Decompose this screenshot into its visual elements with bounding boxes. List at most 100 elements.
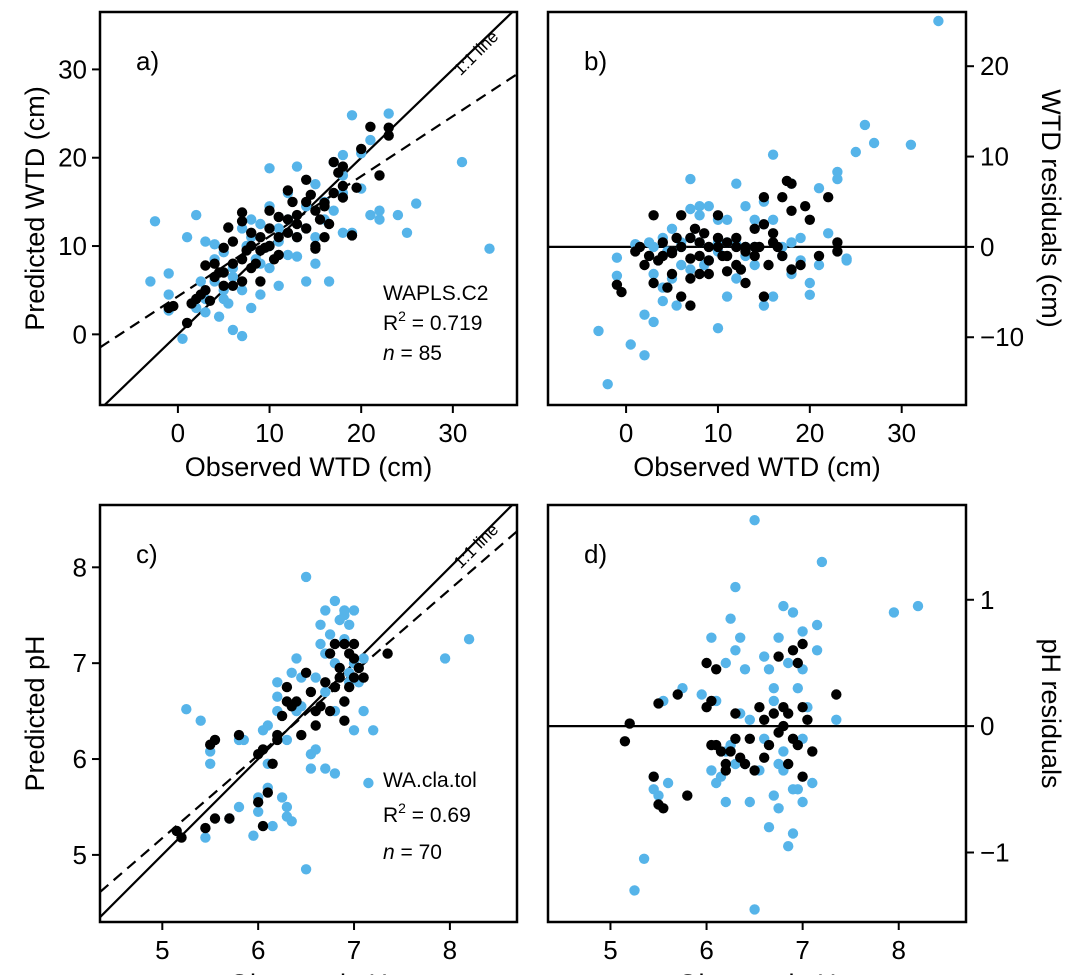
data-point — [246, 214, 257, 225]
data-point — [250, 258, 261, 269]
data-point — [676, 241, 687, 253]
data-point — [301, 174, 312, 185]
data-point — [676, 259, 687, 271]
data-point — [374, 205, 385, 216]
data-point — [797, 638, 808, 650]
data-point — [337, 149, 349, 161]
data-point — [273, 223, 284, 234]
data-point — [195, 715, 206, 726]
data-point — [205, 758, 216, 769]
data-point — [658, 803, 669, 814]
data-point — [365, 134, 376, 146]
y-tick-label: 5 — [73, 840, 87, 870]
data-point — [213, 311, 225, 322]
data-point — [787, 645, 799, 656]
data-point — [334, 662, 345, 674]
data-point — [759, 752, 770, 763]
data-point — [749, 241, 760, 253]
data-point — [778, 720, 789, 732]
data-point — [236, 207, 248, 218]
data-point — [286, 667, 297, 678]
y-tick-label: 1 — [980, 585, 994, 615]
data-point — [149, 216, 161, 227]
data-point — [273, 280, 284, 291]
data-point — [236, 285, 248, 296]
data-point — [777, 192, 788, 203]
data-point — [204, 295, 216, 306]
data-point — [643, 250, 655, 262]
data-point — [731, 241, 742, 253]
data-point — [804, 214, 815, 225]
data-point — [344, 681, 355, 693]
data-point — [749, 904, 760, 915]
data-point — [200, 236, 211, 247]
one-to-one-label: 1:1 line — [450, 27, 502, 79]
data-point — [236, 216, 248, 227]
data-point — [639, 309, 650, 320]
data-point — [323, 276, 335, 287]
data-point — [310, 240, 321, 252]
data-point — [706, 632, 717, 643]
data-point — [282, 214, 294, 225]
data-point — [358, 672, 369, 683]
data-point — [816, 556, 828, 568]
data-point — [246, 240, 257, 252]
data-point — [276, 710, 288, 722]
data-point — [305, 763, 317, 774]
r-squared: R2 = 0.719 — [383, 308, 482, 335]
data-point — [310, 744, 321, 755]
data-point — [767, 149, 779, 160]
data-point — [666, 248, 678, 259]
one-to-one-label: 1:1 line — [450, 520, 502, 572]
data-point — [648, 268, 659, 280]
data-point — [358, 653, 369, 664]
data-point — [758, 192, 770, 203]
x-axis-title: Observed WTD (cm) — [633, 452, 881, 482]
data-point — [797, 771, 808, 782]
data-point — [758, 291, 770, 302]
data-point — [368, 725, 379, 736]
data-point — [411, 198, 422, 209]
data-point — [291, 218, 303, 230]
data-point — [356, 143, 367, 155]
data-point — [725, 746, 736, 757]
data-point — [804, 277, 815, 289]
data-point — [273, 232, 284, 243]
data-point — [783, 657, 794, 669]
data-point — [281, 734, 293, 746]
data-point — [337, 180, 349, 192]
data-point — [310, 258, 321, 269]
r2-value: = 0.69 — [406, 804, 471, 827]
data-point — [800, 201, 811, 212]
data-point — [320, 763, 331, 774]
data-point — [346, 230, 358, 241]
data-point — [783, 708, 794, 719]
data-point — [163, 268, 174, 279]
data-point — [339, 696, 350, 707]
data-point — [703, 241, 714, 253]
data-point — [749, 214, 760, 225]
data-point — [264, 205, 275, 216]
data-point — [773, 803, 784, 814]
x-tick-label: 10 — [255, 418, 284, 448]
data-point — [712, 323, 724, 334]
data-point — [200, 307, 211, 318]
panel-label: b) — [584, 46, 607, 76]
x-tick-label: 8 — [443, 935, 457, 965]
plot-frame — [546, 10, 968, 407]
data-point — [813, 259, 825, 271]
data-point — [685, 203, 696, 215]
data-point — [767, 214, 779, 225]
x-tick-label: 8 — [892, 935, 906, 965]
data-point — [253, 806, 264, 817]
data-point — [685, 173, 696, 185]
data-point — [339, 638, 350, 650]
data-point — [807, 777, 818, 789]
plot-frame — [98, 503, 519, 924]
data-point — [682, 790, 693, 801]
data-point — [255, 232, 266, 243]
data-point — [703, 255, 714, 266]
data-point — [832, 166, 843, 178]
y-tick-label: −10 — [980, 322, 1024, 352]
data-point — [763, 259, 774, 271]
